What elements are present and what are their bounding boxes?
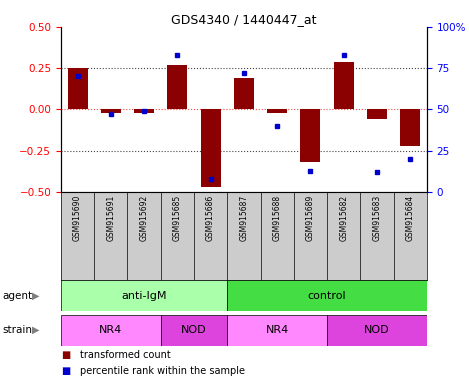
Text: GSM915685: GSM915685 <box>173 195 182 241</box>
Text: ■: ■ <box>61 350 70 360</box>
Text: GSM915692: GSM915692 <box>140 195 149 241</box>
Text: NR4: NR4 <box>265 325 289 335</box>
Bar <box>227 315 327 346</box>
Bar <box>161 315 227 346</box>
Text: GSM915687: GSM915687 <box>239 195 249 241</box>
Bar <box>167 65 187 109</box>
Bar <box>227 280 427 311</box>
Bar <box>333 61 354 109</box>
Bar <box>68 68 88 109</box>
Title: GDS4340 / 1440447_at: GDS4340 / 1440447_at <box>171 13 317 26</box>
Text: GSM915691: GSM915691 <box>106 195 115 241</box>
Text: control: control <box>308 291 346 301</box>
Text: GSM915689: GSM915689 <box>306 195 315 241</box>
Bar <box>367 109 387 119</box>
Bar <box>234 78 254 109</box>
Text: percentile rank within the sample: percentile rank within the sample <box>80 366 245 376</box>
Text: GSM915684: GSM915684 <box>406 195 415 241</box>
Text: GSM915688: GSM915688 <box>272 195 282 241</box>
Text: agent: agent <box>2 291 32 301</box>
Text: GSM915690: GSM915690 <box>73 195 82 241</box>
Bar <box>61 280 227 311</box>
Text: ▶: ▶ <box>32 291 40 301</box>
Bar <box>267 109 287 113</box>
Text: NOD: NOD <box>364 325 390 335</box>
Text: transformed count: transformed count <box>80 350 170 360</box>
Text: strain: strain <box>2 325 32 335</box>
Bar <box>301 109 320 162</box>
Text: ▶: ▶ <box>32 325 40 335</box>
Text: NOD: NOD <box>181 325 207 335</box>
Bar <box>134 109 154 113</box>
Bar <box>201 109 220 187</box>
Bar <box>61 315 161 346</box>
Bar <box>327 315 427 346</box>
Bar <box>101 109 121 113</box>
Text: ■: ■ <box>61 366 70 376</box>
Bar <box>400 109 420 146</box>
Text: GSM915686: GSM915686 <box>206 195 215 241</box>
Text: NR4: NR4 <box>99 325 122 335</box>
Text: anti-IgM: anti-IgM <box>121 291 167 301</box>
Text: GSM915683: GSM915683 <box>372 195 381 241</box>
Text: GSM915682: GSM915682 <box>339 195 348 241</box>
